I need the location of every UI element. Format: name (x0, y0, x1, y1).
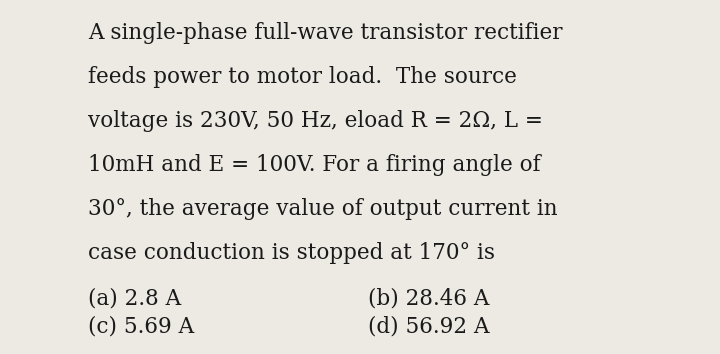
Text: (a) 2.8 A: (a) 2.8 A (88, 288, 181, 310)
Text: feeds power to motor load.  The source: feeds power to motor load. The source (88, 66, 517, 88)
Text: (b) 28.46 A: (b) 28.46 A (368, 288, 490, 310)
Text: 30°, the average value of output current in: 30°, the average value of output current… (88, 198, 557, 220)
Text: (d) 56.92 A: (d) 56.92 A (368, 316, 490, 338)
Text: A single-phase full-wave transistor rectifier: A single-phase full-wave transistor rect… (88, 22, 562, 44)
Text: 10mH and E = 100V. For a firing angle of: 10mH and E = 100V. For a firing angle of (88, 154, 541, 176)
Text: (c) 5.69 A: (c) 5.69 A (88, 316, 194, 338)
Text: voltage is 230V, 50 Hz, eload R = 2Ω, L =: voltage is 230V, 50 Hz, eload R = 2Ω, L … (88, 110, 543, 132)
Text: case conduction is stopped at 170° is: case conduction is stopped at 170° is (88, 242, 495, 264)
